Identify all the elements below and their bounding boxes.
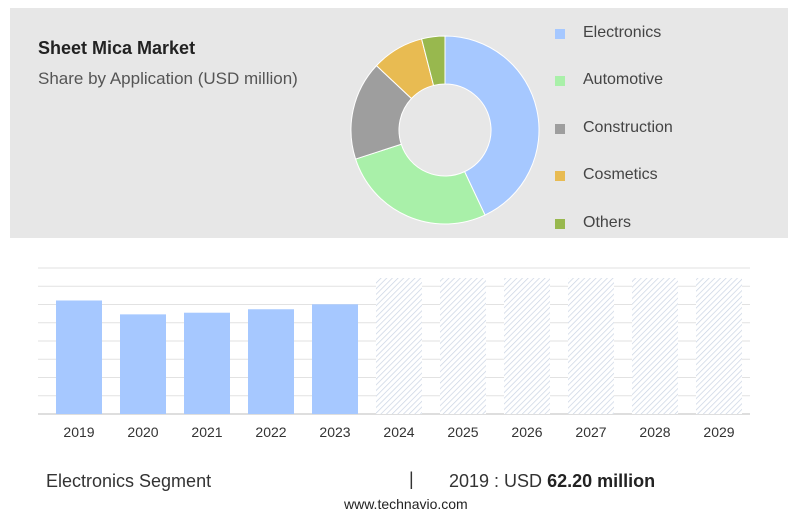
donut-slice-electronics — [444, 35, 540, 216]
x-tick-label: 2020 — [127, 424, 158, 440]
x-tick-label: 2029 — [703, 424, 734, 440]
bar-chart: 2019 2020 2021 2022 2023 2024 2025 2026 2027 2028… — [38, 267, 750, 440]
x-tick-label: 2019 — [63, 424, 94, 440]
donut-slice-others — [421, 35, 446, 87]
bar-2022 — [248, 309, 294, 414]
forecast-bar-2027 — [568, 278, 614, 414]
x-tick-label: 2024 — [383, 424, 414, 440]
x-tick-label: 2027 — [575, 424, 606, 440]
legend-swatch — [555, 124, 565, 134]
bar-2020 — [120, 314, 166, 414]
segment-value: 2019 : USD 62.20 million — [449, 471, 655, 492]
x-tick-label: 2023 — [319, 424, 350, 440]
bar-2021 — [184, 312, 230, 414]
x-tick-label: 2025 — [447, 424, 478, 440]
legend-swatch — [555, 219, 565, 229]
segment-value-amount: 62.20 million — [547, 471, 656, 491]
forecast-bar-2025 — [440, 278, 486, 414]
forecast-bar-2026 — [504, 278, 550, 414]
legend-swatch — [555, 76, 565, 86]
donut-chart — [350, 35, 540, 225]
x-tick-label: 2021 — [191, 424, 222, 440]
forecast-bar-2028 — [632, 278, 678, 414]
chart-title: Sheet Mica Market — [38, 38, 196, 58]
forecast-bar-2029 — [696, 278, 742, 414]
legend-label: Electronics — [583, 24, 662, 41]
donut-slice-automotive — [354, 143, 486, 225]
legend-label: Cosmetics — [583, 166, 658, 183]
legend-swatch — [555, 29, 565, 39]
segment-value-prefix: 2019 : USD — [449, 471, 543, 491]
legend-swatch — [555, 171, 565, 181]
bar-2023 — [312, 304, 358, 414]
legend-label: Automotive — [583, 71, 664, 88]
forecast-bar-2024 — [376, 278, 422, 414]
x-tick-label: 2028 — [639, 424, 670, 440]
x-tick-label: 2022 — [255, 424, 286, 440]
legend-label: Others — [583, 214, 632, 231]
x-tick-label: 2026 — [511, 424, 542, 440]
legend-label: Construction — [583, 119, 673, 136]
chart-subtitle: Share by Application (USD million) — [38, 69, 298, 88]
watermark: www.technavio.com — [344, 496, 468, 512]
bar-2019 — [56, 300, 102, 414]
footer-separator: | — [409, 469, 414, 489]
segment-label: Electronics Segment — [46, 471, 212, 491]
